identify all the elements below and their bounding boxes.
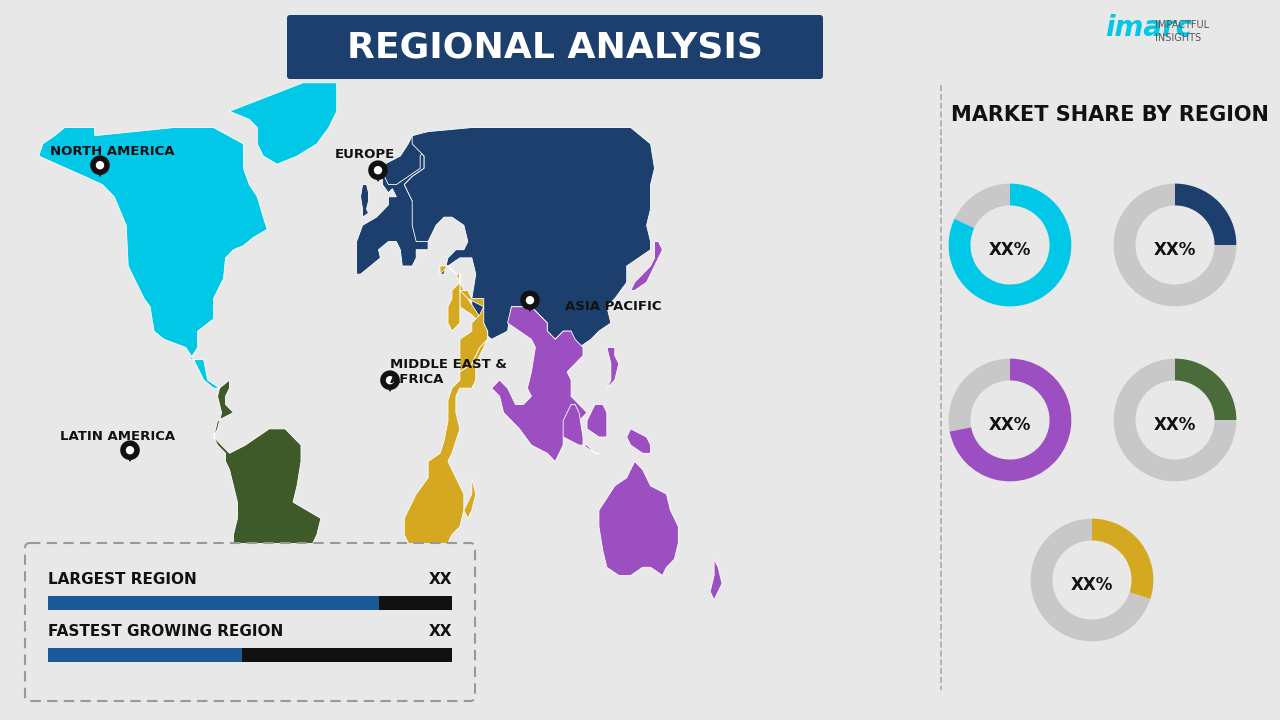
Text: REGIONAL ANALYSIS: REGIONAL ANALYSIS [347,30,763,64]
Circle shape [96,161,104,169]
Wedge shape [1114,184,1236,307]
FancyBboxPatch shape [287,15,823,79]
Wedge shape [1175,359,1236,420]
Text: IMPACTFUL: IMPACTFUL [1155,20,1210,30]
Circle shape [120,441,140,460]
Polygon shape [214,380,321,649]
Polygon shape [607,348,618,388]
Text: LARGEST REGION: LARGEST REGION [49,572,197,588]
Text: XX%: XX% [1153,241,1197,259]
Text: XX%: XX% [1071,577,1114,595]
Circle shape [125,446,134,454]
Polygon shape [599,462,678,575]
Polygon shape [563,405,582,445]
Polygon shape [524,300,536,312]
Polygon shape [371,170,384,182]
Bar [49,648,242,662]
Polygon shape [361,184,369,217]
Text: FASTEST GROWING REGION: FASTEST GROWING REGION [49,624,283,639]
Bar [49,596,379,610]
Text: EUROPE: EUROPE [335,148,396,161]
Text: XX: XX [429,624,452,639]
Text: XX%: XX% [1153,416,1197,434]
Text: MARKET SHARE BY REGION: MARKET SHARE BY REGION [951,105,1268,125]
Circle shape [520,290,540,310]
Bar [242,648,452,662]
Text: LATIN AMERICA: LATIN AMERICA [60,430,175,443]
Text: XX%: XX% [989,241,1032,259]
Circle shape [90,156,110,175]
Wedge shape [1175,184,1236,245]
Circle shape [526,296,534,305]
Polygon shape [384,380,397,392]
Polygon shape [463,477,476,518]
Text: MIDDLE EAST &
AFRICA: MIDDLE EAST & AFRICA [390,358,507,386]
Text: NORTH AMERICA: NORTH AMERICA [50,145,174,158]
Wedge shape [948,359,1010,431]
Polygon shape [229,83,337,164]
Bar [379,596,452,610]
Text: imarc: imarc [1105,14,1192,42]
Polygon shape [627,429,650,454]
Polygon shape [384,132,428,184]
Polygon shape [93,165,106,177]
Text: ASIA PACIFIC: ASIA PACIFIC [564,300,662,313]
Polygon shape [588,405,607,437]
Polygon shape [448,274,488,372]
Wedge shape [1030,518,1151,642]
Text: XX%: XX% [989,416,1032,434]
Polygon shape [38,127,268,388]
Wedge shape [1114,359,1236,482]
Polygon shape [492,307,588,462]
Polygon shape [631,242,663,290]
Text: INSIGHTS: INSIGHTS [1155,33,1201,43]
Polygon shape [357,132,428,274]
Polygon shape [124,450,136,462]
Wedge shape [948,184,1071,307]
Wedge shape [955,184,1010,228]
Polygon shape [582,445,599,454]
Circle shape [380,370,399,390]
Wedge shape [1092,518,1153,599]
Polygon shape [404,266,488,567]
Polygon shape [710,559,722,600]
Circle shape [385,376,394,384]
Circle shape [374,166,383,174]
FancyBboxPatch shape [26,543,475,701]
Circle shape [369,161,388,180]
Polygon shape [404,127,654,348]
Text: XX: XX [429,572,452,588]
Wedge shape [950,359,1071,482]
